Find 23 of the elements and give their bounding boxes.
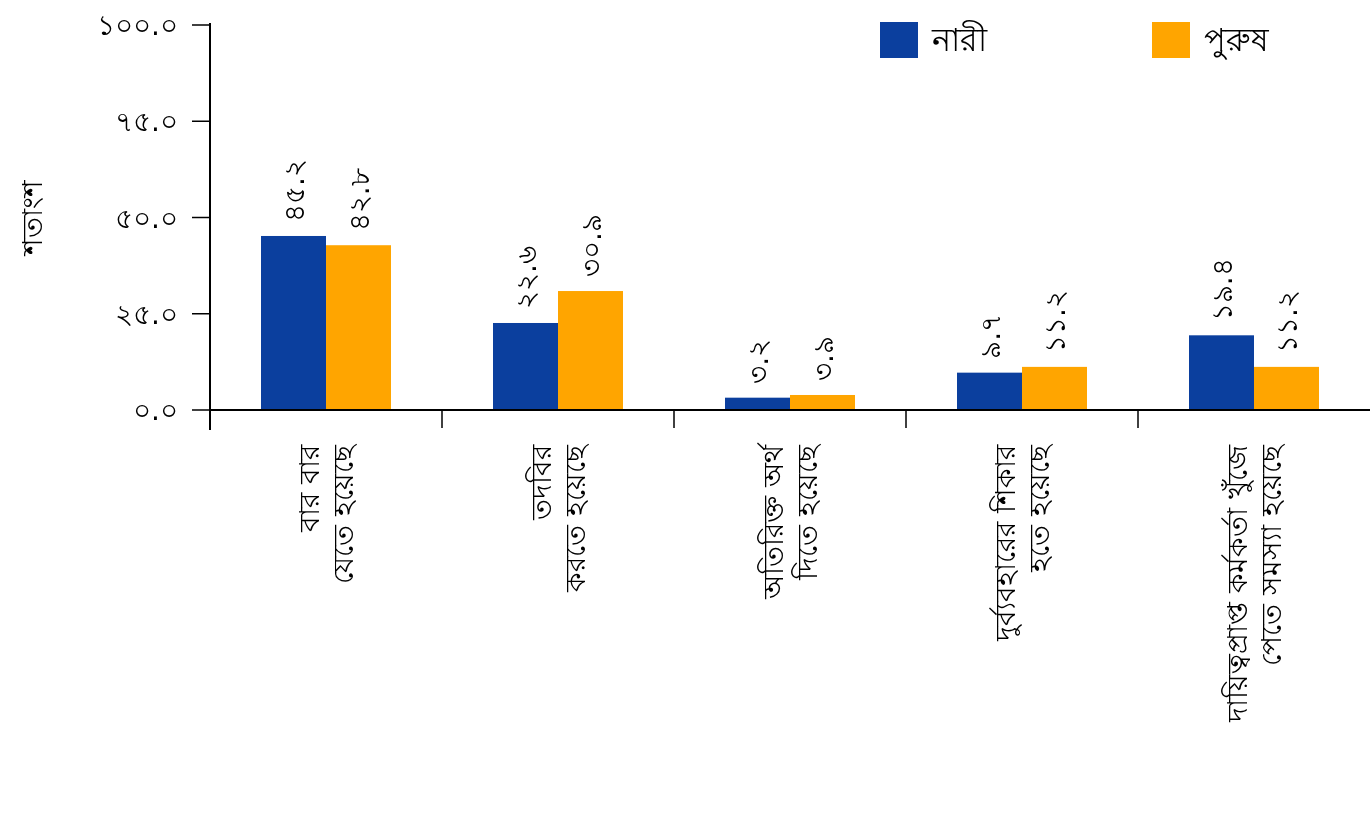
x-tick-label: তদবির করতে হয়েছে	[525, 443, 592, 593]
legend-label: পুরুষ	[1204, 21, 1270, 60]
x-tick-label: অতিরিক্ত অর্থ দিতে হয়েছে	[757, 442, 824, 600]
x-tick-label: দায়িত্বপ্রাপ্ত কর্মকর্তা খুঁজে পেতে সমস্যা হয়েছে	[1221, 443, 1288, 723]
data-label: ১৯.৪	[1205, 258, 1239, 322]
y-tick-label: ২৫.০	[115, 297, 178, 331]
y-tick-label: ০.০	[133, 394, 178, 427]
data-label: ৪৫.২	[277, 159, 311, 222]
data-label: ৩.২	[741, 338, 775, 384]
y-tick-label: ৫০.০	[115, 201, 178, 235]
data-label: ১১.২	[1038, 289, 1072, 353]
data-label: ৯.৭	[973, 313, 1007, 359]
data-label: ৩.৯	[806, 336, 840, 381]
data-label: ৩০.৯	[574, 214, 608, 278]
y-axis-title: শতাংশ	[16, 180, 49, 257]
y-tick-label: ১০০.০	[97, 9, 178, 42]
data-label: ১১.২	[1270, 289, 1304, 353]
data-label: ৪২.৮	[342, 168, 376, 232]
x-tick-label: দুর্ব্যবহারের শিকার হতে হয়েছে	[989, 443, 1056, 642]
legend-label: নারী	[931, 20, 988, 59]
y-tick-label: ৭৫.০	[115, 105, 178, 139]
x-tick-label: বার বার যেতে হয়েছে	[293, 443, 360, 584]
data-label: ২২.৬	[509, 246, 543, 309]
